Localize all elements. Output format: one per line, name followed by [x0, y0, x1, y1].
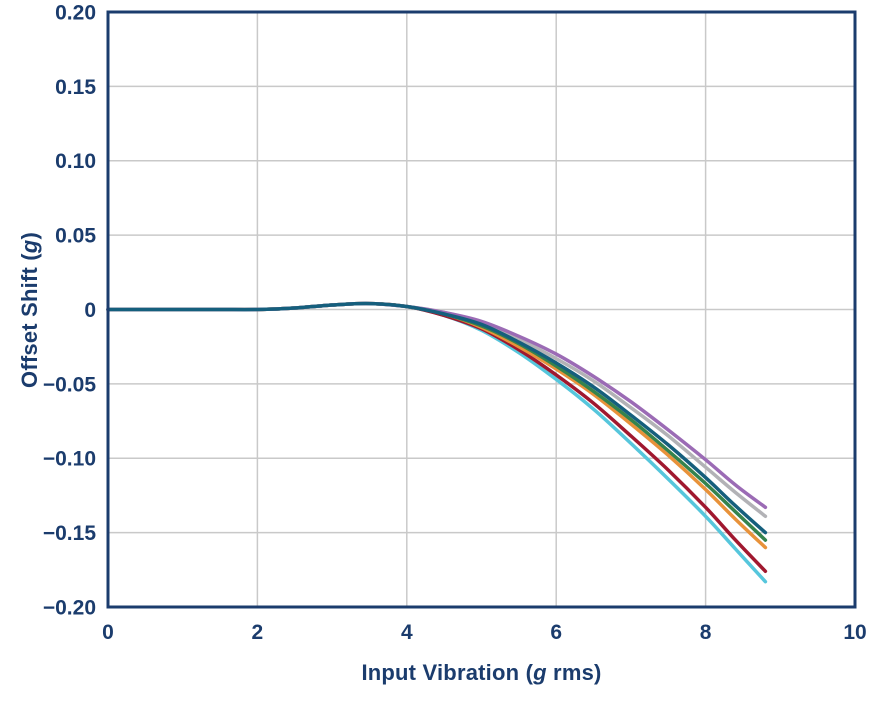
- y-tick-label: −0.05: [43, 373, 96, 396]
- x-tick-label: 0: [102, 621, 114, 644]
- y-tick-label: −0.20: [43, 596, 96, 619]
- y-axis-label-italic-g: g: [17, 239, 42, 254]
- x-axis-label-post: rms): [546, 660, 602, 685]
- series-line-green: [106, 301, 768, 542]
- series-line-orange: [106, 301, 768, 550]
- y-tick-label: −0.10: [43, 448, 96, 471]
- y-tick-label: 0.10: [55, 150, 96, 173]
- x-tick-label: 4: [401, 621, 413, 644]
- x-tick-label: 10: [843, 621, 866, 644]
- x-tick-label: 8: [700, 621, 712, 644]
- y-axis-label: Offset Shift (g): [17, 232, 43, 388]
- series-line-teal: [106, 301, 768, 535]
- y-axis-label-post: ): [17, 232, 42, 240]
- y-tick-label: 0: [84, 299, 96, 322]
- y-tick-label: −0.15: [43, 522, 96, 545]
- series-line-crimson: [106, 301, 768, 574]
- y-tick-label: 0.15: [55, 76, 96, 99]
- y-tick-label: 0.20: [55, 1, 96, 24]
- x-axis-label: Input Vibration (g rms): [108, 660, 855, 686]
- x-axis-label-pre: Input Vibration (: [361, 660, 534, 685]
- x-tick-label: 6: [550, 621, 562, 644]
- y-tick-label: 0.05: [55, 224, 96, 247]
- plot-frame: [106, 10, 857, 609]
- series-line-gray: [106, 301, 768, 519]
- x-axis-label-italic-g: g: [533, 660, 547, 685]
- x-tick-label: 2: [252, 621, 264, 644]
- y-axis-label-pre: Offset Shift (: [17, 253, 42, 388]
